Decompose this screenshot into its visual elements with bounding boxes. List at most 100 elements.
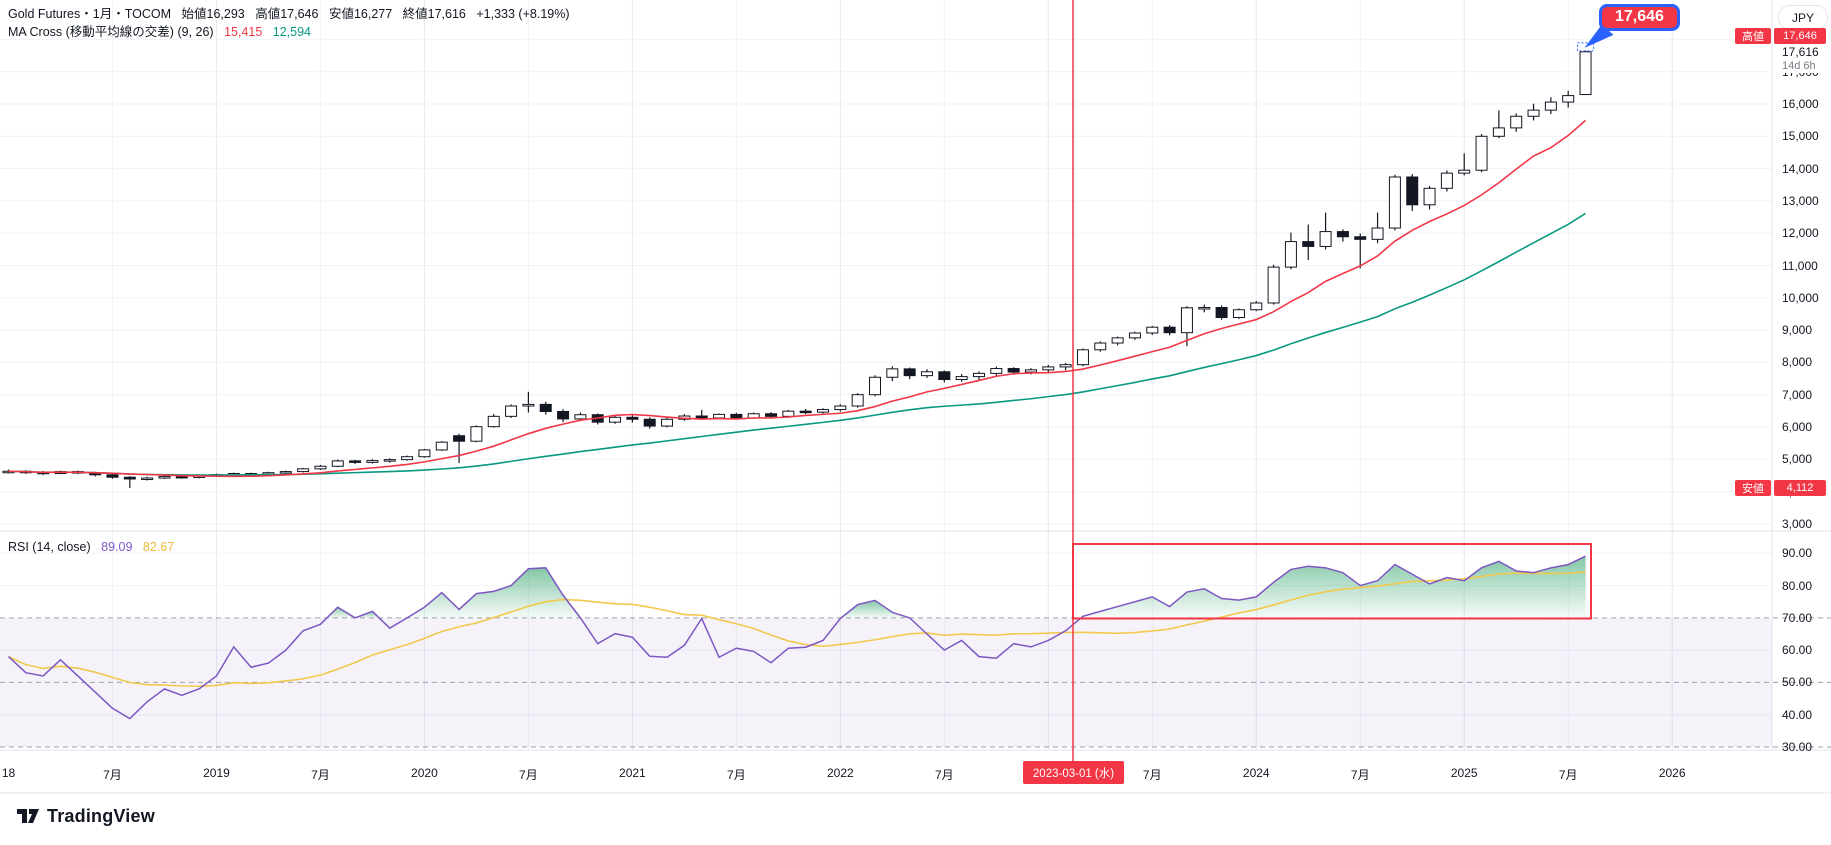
last-price-label: 17,616 (1782, 45, 1825, 59)
candle (418, 448, 431, 458)
high-price-badge-label: 高値 (1735, 28, 1771, 44)
candle (1527, 103, 1540, 121)
time-tick-label: 2019 (203, 766, 230, 780)
price-tick-label: 12,000 (1782, 226, 1819, 241)
candle (765, 412, 778, 418)
tradingview-attribution-link[interactable]: TradingView (16, 804, 155, 828)
candle (695, 409, 708, 420)
candle (435, 441, 448, 451)
candle (1163, 325, 1176, 336)
time-tick-label: 7月 (103, 768, 122, 782)
candle (453, 433, 466, 464)
candle (920, 369, 933, 378)
candle (1579, 50, 1592, 96)
candle (643, 417, 656, 429)
candle (470, 425, 483, 443)
candle (349, 459, 362, 465)
time-tick-label: 7月 (311, 768, 330, 782)
candle (1440, 170, 1453, 192)
candle (1475, 134, 1488, 173)
rsi-tick-label: 60.00 (1782, 643, 1813, 658)
rsi-tick-label: 40.00 (1782, 707, 1813, 722)
callout-anchor (1577, 42, 1595, 52)
rsi-legend[interactable]: RSI (14, close) 89.09 82.67 (8, 540, 181, 554)
price-tick-label: 6,000 (1782, 420, 1813, 434)
time-tick-label: 2026 (1658, 766, 1686, 780)
candle (1354, 233, 1367, 269)
footer: TradingView (0, 794, 1831, 845)
time-tick-label: 7月 (1350, 768, 1370, 782)
time-tick-label: 7月 (727, 768, 746, 782)
rsi-ma-value: 82.67 (142, 540, 175, 554)
candle (1388, 174, 1401, 231)
price-tick-label: 10,000 (1782, 290, 1819, 305)
candle (505, 404, 518, 418)
candle (661, 417, 674, 428)
time-tick-label: 2022 (826, 766, 854, 780)
candle (955, 374, 968, 382)
candle (522, 391, 535, 413)
time-tick-label: 7月 (1142, 768, 1162, 782)
ma9-value: 15,415 (224, 25, 263, 39)
candle (834, 404, 847, 412)
rsi-tick-label: 70.00 (1782, 610, 1813, 625)
candle (1510, 113, 1523, 132)
time-tick-label: 2021 (619, 766, 646, 780)
candle (851, 393, 864, 408)
ohlc-high: 高値17,646 (255, 7, 319, 21)
rsi-ma-line (8, 571, 1586, 688)
low-price-badge-label: 安値 (1735, 479, 1771, 496)
ohlc-open: 始値16,293 (181, 7, 245, 21)
rsi-tick-label: 80.00 (1782, 578, 1813, 593)
price-tick-label: 16,000 (1782, 97, 1819, 111)
ohlc-change: +1,333 (+8.19%) (476, 7, 570, 21)
candle (1319, 212, 1332, 250)
ma9-line (8, 119, 1587, 478)
rsi-tick-label: 30.00 (1782, 739, 1813, 754)
candle (1042, 364, 1055, 373)
ohlc-close: 終値17,616 (402, 7, 466, 21)
candle (557, 409, 570, 423)
candle (1492, 110, 1505, 139)
currency-toggle-button[interactable]: JPY (1778, 5, 1828, 30)
candle (903, 367, 916, 380)
candle (938, 370, 951, 383)
candle (1094, 341, 1107, 352)
ma-cross-name: MA Cross (移動平均線の交差) (9, 26) (8, 25, 214, 39)
candle (123, 476, 136, 488)
high-price-badge-value: 17,646 (1774, 28, 1826, 44)
candle (886, 366, 899, 382)
candle (279, 470, 292, 474)
candle (1267, 264, 1280, 305)
candle (1146, 325, 1159, 335)
price-callout-annotation[interactable]: 17,646 (1599, 4, 1680, 31)
candle (1371, 212, 1384, 244)
rsi-tick-label: 50.00 (1782, 675, 1813, 690)
candle (401, 455, 414, 461)
candle (972, 371, 985, 380)
symbol-legend[interactable]: Gold Futures・1月・TOCOM 始値16,293 高値17,646 … (8, 3, 577, 22)
candle (1406, 174, 1419, 211)
candle (869, 375, 881, 397)
time-tick-label: 18 (1, 766, 16, 780)
candle (487, 414, 500, 428)
tradingview-logo-icon (17, 809, 39, 823)
candle (383, 458, 396, 463)
rsi-tick-label: 90.00 (1782, 546, 1813, 561)
price-tick-label: 13,000 (1782, 193, 1819, 208)
time-tick-label: 2024 (1242, 766, 1270, 780)
candle (990, 366, 1003, 376)
rsi-overbought-fill (326, 607, 356, 618)
price-tick-label: 14,000 (1782, 161, 1819, 176)
ma-cross-legend[interactable]: MA Cross (移動平均線の交差) (9, 26) 15,415 12,59… (8, 21, 318, 40)
time-tick-label: 7月 (934, 768, 954, 782)
price-tick-label: 5,000 (1782, 452, 1813, 467)
candle (366, 459, 379, 464)
symbol-title: Gold Futures・1月・TOCOM (8, 7, 172, 21)
tradingview-brand-text: TradingView (47, 805, 155, 826)
low-price-badge-value: 4,112 (1774, 479, 1826, 496)
candle (1544, 97, 1557, 115)
candle (1215, 305, 1228, 320)
